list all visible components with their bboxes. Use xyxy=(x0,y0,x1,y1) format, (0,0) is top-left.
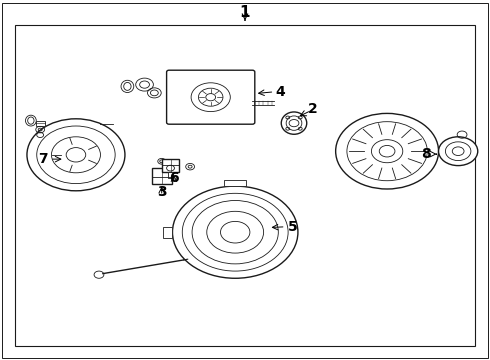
Bar xyxy=(168,172,173,178)
Text: 5: 5 xyxy=(288,220,298,234)
Text: 7: 7 xyxy=(38,152,48,166)
Text: 4: 4 xyxy=(275,85,285,99)
FancyBboxPatch shape xyxy=(167,70,255,124)
Ellipse shape xyxy=(281,112,307,134)
Bar xyxy=(15,25,475,346)
Text: 1: 1 xyxy=(240,5,250,20)
Circle shape xyxy=(94,271,104,278)
Bar xyxy=(162,159,179,172)
Text: 2: 2 xyxy=(308,102,318,116)
Circle shape xyxy=(336,113,439,189)
Circle shape xyxy=(172,186,298,278)
Text: 3: 3 xyxy=(157,185,167,198)
Bar xyxy=(152,168,172,184)
Bar xyxy=(36,121,45,126)
Circle shape xyxy=(439,137,478,166)
Text: 8: 8 xyxy=(421,147,431,161)
Text: 6: 6 xyxy=(169,171,179,185)
Bar xyxy=(163,227,172,238)
Bar xyxy=(224,180,246,186)
